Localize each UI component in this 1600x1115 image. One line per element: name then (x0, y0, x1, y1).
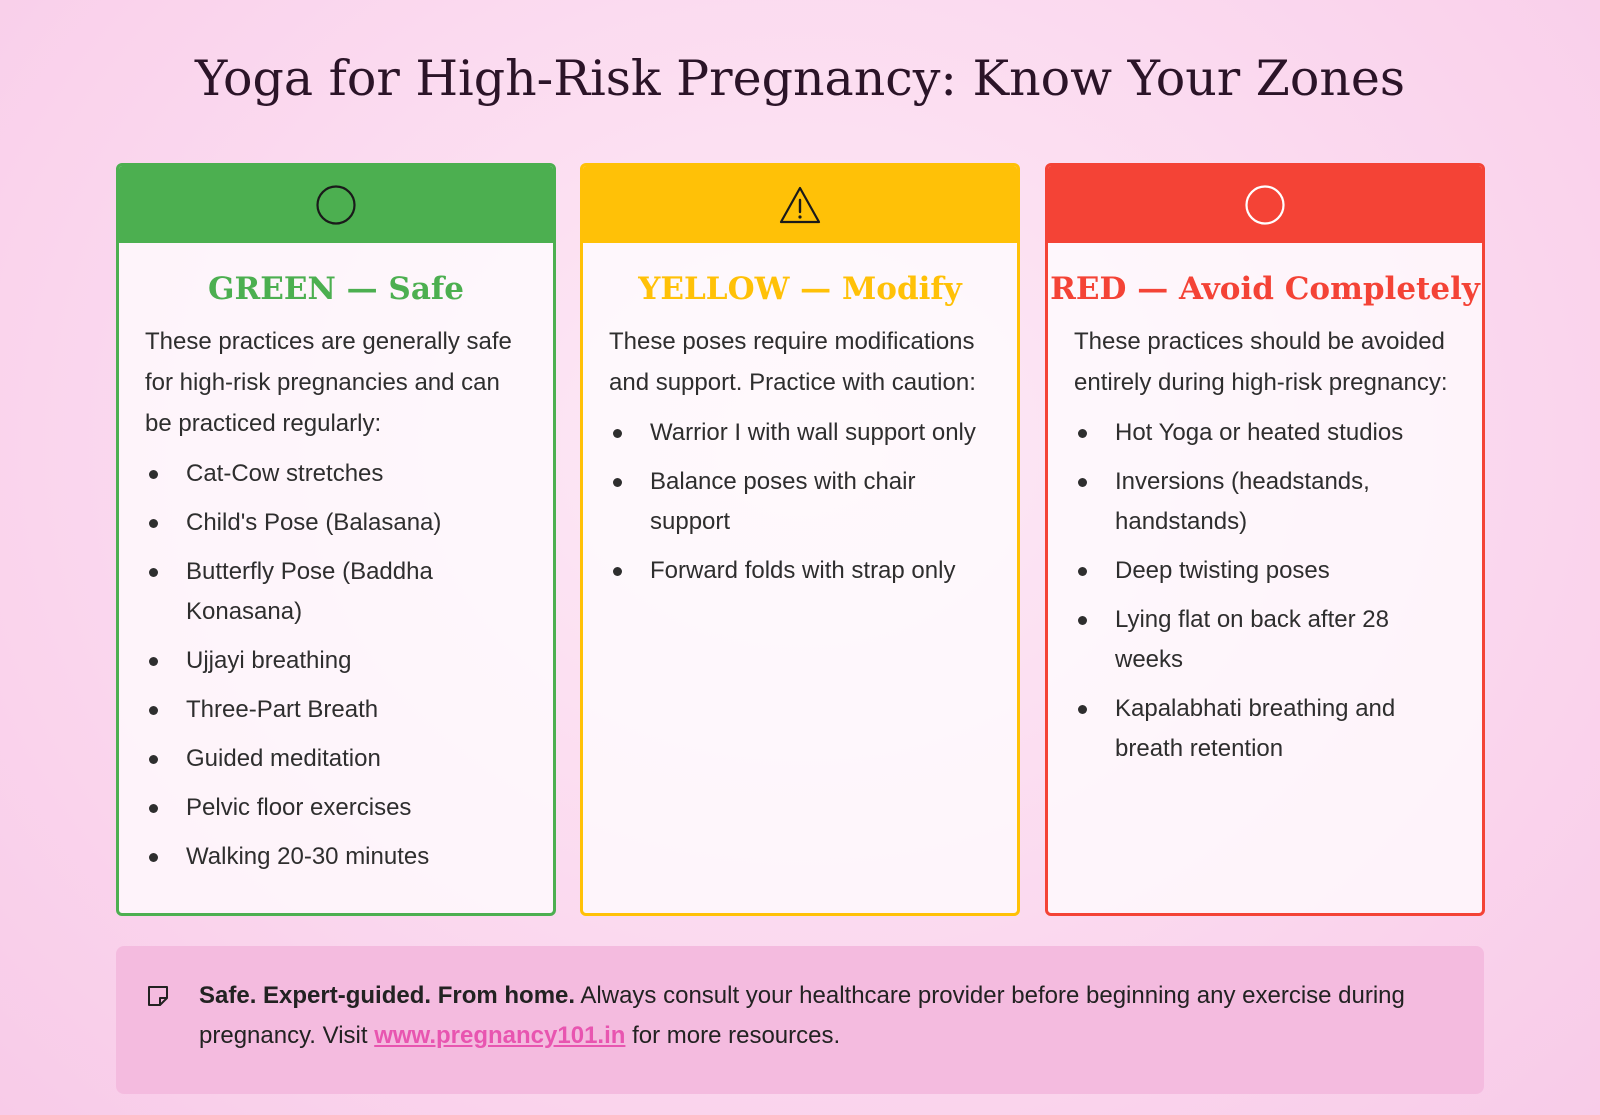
bullet-icon (149, 804, 158, 813)
yellow-zone-title: YELLOW — Modify (638, 271, 962, 307)
green-zone-description: These practices are generally safe for h… (145, 328, 512, 437)
yellow-zone-header (583, 166, 1017, 243)
bullet-icon (149, 706, 158, 715)
footer-body-text: Always consult your healthcare provider … (199, 982, 1405, 1049)
list-item: Kapalabhati breathing and breath retenti… (1074, 689, 1452, 769)
list-item-label: Pelvic floor exercises (186, 794, 412, 821)
warning-triangle-icon (779, 186, 821, 223)
footer-bold-text: Safe. Expert-guided. From home. (199, 982, 576, 1009)
list-item: Hot Yoga or heated studios (1074, 413, 1452, 453)
footer-note: Safe. Expert-guided. From home. Always c… (116, 946, 1484, 1094)
list-item-label: Kapalabhati breathing and breath retenti… (1115, 695, 1396, 762)
list-item-label: Deep twisting poses (1115, 557, 1330, 584)
list-item: Pelvic floor exercises (145, 788, 523, 828)
red-zone-card: RED — Avoid Completely These practices s… (1045, 163, 1485, 916)
green-zone-card: GREEN — Safe These practices are general… (116, 163, 556, 916)
yellow-zone-card: YELLOW — Modify These poses require modi… (580, 163, 1020, 916)
list-item: Warrior I with wall support only (609, 413, 987, 453)
page-title: Yoga for High-Risk Pregnancy: Know Your … (194, 50, 1406, 107)
list-item-label: Forward folds with strap only (650, 557, 956, 584)
list-item: Cat-Cow stretches (145, 454, 523, 494)
red-zone-title: RED — Avoid Completely (1050, 271, 1480, 307)
red-zone-header (1048, 166, 1482, 243)
footer-trailing-text: for more resources. (625, 1022, 841, 1049)
list-item: Deep twisting poses (1074, 551, 1452, 591)
list-item: Child's Pose (Balasana) (145, 503, 523, 543)
list-item-label: Inversions (headstands, handstands) (1115, 468, 1370, 535)
list-item-label: Guided meditation (186, 745, 381, 772)
circle-outline-icon (316, 184, 356, 225)
list-item-label: Hot Yoga or heated studios (1115, 419, 1404, 446)
list-item: Lying flat on back after 28 weeks (1074, 600, 1452, 680)
list-item-label: Child's Pose (Balasana) (186, 509, 442, 536)
bullet-icon (149, 853, 158, 862)
yellow-zone-list: Warrior I with wall support only Balance… (609, 413, 987, 591)
list-item: Inversions (headstands, handstands) (1074, 462, 1452, 542)
list-item-label: Butterfly Pose (Baddha Konasana) (186, 558, 433, 625)
bullet-icon (1078, 616, 1087, 625)
bullet-icon (1078, 705, 1087, 714)
note-icon (148, 986, 168, 1006)
green-zone-title: GREEN — Safe (208, 271, 464, 307)
list-item-label: Three-Part Breath (186, 696, 379, 723)
list-item: Walking 20-30 minutes (145, 837, 523, 877)
list-item: Guided meditation (145, 739, 523, 779)
bullet-icon (1078, 567, 1087, 576)
list-item: Ujjayi breathing (145, 641, 523, 681)
green-zone-list: Cat-Cow stretches Child's Pose (Balasana… (145, 454, 523, 877)
bullet-icon (149, 519, 158, 528)
bullet-icon (1078, 429, 1087, 438)
bullet-icon (1078, 478, 1087, 487)
circle-outline-icon (1245, 184, 1285, 225)
list-item-label: Walking 20-30 minutes (186, 843, 430, 870)
bullet-icon (149, 470, 158, 479)
red-zone-description: These practices should be avoided entire… (1074, 328, 1448, 396)
footer-text: Safe. Expert-guided. From home. Always c… (199, 976, 1429, 1056)
green-zone-header (119, 166, 553, 243)
list-item-label: Ujjayi breathing (186, 647, 352, 674)
list-item: Butterfly Pose (Baddha Konasana) (145, 552, 523, 632)
website-link[interactable]: www.pregnancy101.in (374, 1022, 626, 1049)
list-item-label: Warrior I with wall support only (650, 419, 976, 446)
bullet-icon (149, 568, 158, 577)
bullet-icon (613, 429, 622, 438)
red-zone-list: Hot Yoga or heated studios Inversions (h… (1074, 413, 1452, 769)
yellow-zone-description: These poses require modifications and su… (609, 328, 976, 396)
list-item-label: Cat-Cow stretches (186, 460, 384, 487)
list-item: Balance poses with chair support (609, 462, 987, 542)
bullet-icon (613, 567, 622, 576)
list-item: Three-Part Breath (145, 690, 523, 730)
list-item-label: Lying flat on back after 28 weeks (1115, 606, 1389, 673)
bullet-icon (149, 755, 158, 764)
list-item: Forward folds with strap only (609, 551, 987, 591)
list-item-label: Balance poses with chair support (650, 468, 916, 535)
bullet-icon (613, 478, 622, 487)
bullet-icon (149, 657, 158, 666)
